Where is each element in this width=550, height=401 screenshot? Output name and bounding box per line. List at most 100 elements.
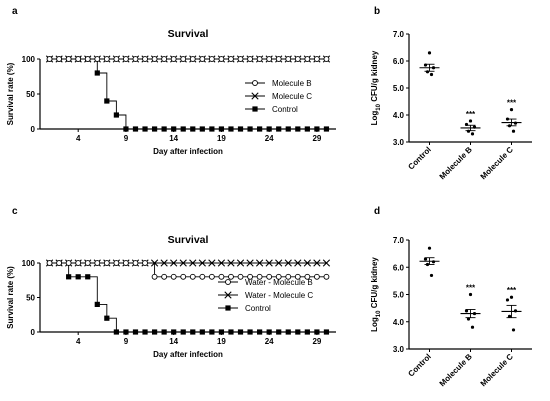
panel-c-title: Survival bbox=[168, 234, 209, 246]
panel-a-series-0-point-16 bbox=[199, 56, 206, 62]
panel-b-y-tick-label-1: 4.0 bbox=[393, 111, 405, 120]
panel-b-y-axis-title-main: Log bbox=[370, 111, 379, 126]
panel-c-series-0-point-18 bbox=[218, 273, 225, 280]
panel-a-series-0-point-28 bbox=[313, 56, 320, 62]
panel-c-label: c bbox=[12, 206, 18, 217]
panel-c-series-0-point-7 bbox=[113, 260, 120, 266]
panel-c-series-2-point-12 bbox=[161, 329, 167, 335]
panel-a-series-0-point-27 bbox=[304, 56, 311, 62]
panel-c-series-1-point-27 bbox=[303, 259, 311, 267]
panel-a-label: a bbox=[12, 6, 18, 17]
panel-d-y-axis-title: Log10 CFU/g kidney bbox=[370, 257, 382, 332]
panel-a-series-2-point-25 bbox=[285, 126, 291, 132]
panel-d-y-axis-title-main: Log bbox=[370, 317, 379, 332]
panel-a-series-0-point-6 bbox=[103, 56, 110, 62]
panel-c-legend-label-2: Control bbox=[245, 304, 271, 313]
panel-c-x-tick-label-1: 9 bbox=[124, 337, 129, 346]
panel-c-series-1-point-20 bbox=[236, 259, 245, 267]
panel-a-series-2-point-18 bbox=[218, 126, 225, 132]
panel-a-series-2-point-21 bbox=[247, 126, 253, 132]
panel-c-series-0-point-25 bbox=[285, 273, 292, 280]
panel-c-series-0-point-20 bbox=[237, 273, 244, 280]
panel-a-series-0-point-13 bbox=[170, 56, 177, 62]
panel-b-group-1-point-3 bbox=[466, 129, 471, 133]
panel-a-series-2-point-12 bbox=[161, 126, 167, 132]
panel-d-group-1-point-0 bbox=[468, 292, 473, 297]
panel-a-y-tick-label-1: 50 bbox=[26, 90, 35, 99]
panel-d-group-1-significance: *** bbox=[466, 284, 476, 293]
panel-c-series-2-point-22 bbox=[257, 329, 263, 335]
panel-c-series-1-point-12 bbox=[160, 259, 168, 267]
panel-c-series-2-point-15 bbox=[190, 329, 196, 335]
panel-c-y-tick-label-0: 0 bbox=[31, 328, 36, 337]
panel-c-series-1-point-27-stroke-2 bbox=[303, 259, 311, 267]
panel-c-series-1-point-16 bbox=[198, 259, 206, 267]
panel-c-series-1-point-14 bbox=[179, 259, 187, 267]
panel-d-group-2-point-3 bbox=[507, 314, 512, 318]
panel-a-series-0-point-22 bbox=[256, 56, 263, 62]
panel-a-series-2-point-8 bbox=[123, 126, 129, 132]
panel-c-series-1-point-23-stroke-2 bbox=[265, 259, 273, 267]
panel-c-series-0-line bbox=[49, 262, 327, 278]
panel-c-series-0-point-13 bbox=[170, 273, 177, 280]
panel-a-series-0-point-10 bbox=[142, 56, 148, 62]
panel-a-series-0-point-2 bbox=[65, 56, 72, 62]
panel-b-group-2-point-4 bbox=[511, 129, 516, 133]
panel-c-series-1-point-19 bbox=[227, 259, 235, 267]
panel-c-series-0-point-17 bbox=[208, 273, 215, 280]
panel-c-series-0-point-3 bbox=[75, 260, 82, 266]
panel-a-series-0-point-29 bbox=[323, 56, 330, 62]
panel-a-x-tick-label-0: 4 bbox=[76, 134, 81, 143]
panel-c-x-tick-label-5: 29 bbox=[312, 337, 321, 346]
panel-c-series-2-point-20 bbox=[237, 329, 244, 335]
panel-b-y-tick-label-3: 6.0 bbox=[393, 57, 405, 66]
panel-c-legend-marker-0 bbox=[225, 279, 231, 285]
panel-b-group-2-point-1 bbox=[505, 117, 510, 121]
panel-c-series-1-point-13-stroke-2 bbox=[170, 259, 178, 267]
panel-c-series-2-point-8 bbox=[123, 329, 129, 335]
panel-a-y-tick-label-2: 100 bbox=[22, 55, 36, 64]
panel-b-y-axis-title: Log10 CFU/g kidney bbox=[370, 50, 382, 125]
panel-a-x-tick-label-4: 24 bbox=[265, 134, 274, 143]
panel-c-series-1-point-20-stroke-2 bbox=[236, 259, 245, 267]
panel-c-series-0-point-9 bbox=[132, 260, 139, 266]
panel-b-group-0-point-2 bbox=[431, 66, 436, 70]
panel-d-group-0-point-4 bbox=[429, 273, 434, 278]
panel-c-series-2-point-7 bbox=[113, 329, 119, 335]
panel-b-group-2-significance: *** bbox=[507, 99, 517, 108]
panel-c-series-1-point-16-stroke-2 bbox=[198, 259, 206, 267]
panel-a-series-2-point-13 bbox=[171, 126, 177, 132]
panel-a-series-2-point-23 bbox=[266, 126, 272, 132]
panel-c-series-2-point-2 bbox=[66, 274, 72, 280]
panel-b-group-0-category-label: Control bbox=[406, 145, 432, 171]
panel-a-x-tick-label-2: 14 bbox=[169, 134, 178, 143]
panel-d-group-2-category-label: Molecule C bbox=[479, 352, 515, 388]
panel-c-series-1-point-28-stroke-2 bbox=[313, 259, 321, 267]
panel-b-group-0-point-3 bbox=[425, 70, 430, 74]
panel-c-series-1-point-22 bbox=[255, 259, 264, 267]
panel-c-x-tick-label-0: 4 bbox=[76, 337, 81, 346]
panel-c-series-2-point-21 bbox=[247, 329, 253, 335]
panel-c-series-0-point-11 bbox=[151, 273, 158, 280]
panel-a-series-0-point-9 bbox=[132, 56, 139, 62]
panel-c-series-0-point-27 bbox=[304, 273, 311, 280]
panel-a-series-2-point-22 bbox=[257, 126, 263, 132]
panel-a-x-tick-label-5: 29 bbox=[312, 134, 321, 143]
panel-c-series-2-point-25 bbox=[285, 329, 291, 335]
panel-d-group-2-point-4 bbox=[511, 328, 516, 332]
panel-b-label: b bbox=[374, 6, 380, 17]
panel-a-series-2-line bbox=[49, 58, 327, 130]
panel-a-legend-label-2: Control bbox=[272, 105, 298, 114]
panel-c-series-2-point-27 bbox=[304, 329, 310, 335]
panel-a-series-2-point-11 bbox=[151, 126, 158, 132]
panel-c-y-tick-label-2: 100 bbox=[22, 259, 36, 268]
panel-d-group-1-point-3 bbox=[466, 317, 471, 321]
panel-c-series-2-point-9 bbox=[132, 329, 139, 335]
panel-a-series-2-point-26 bbox=[295, 126, 301, 132]
panel-c-x-tick-label-4: 24 bbox=[265, 337, 274, 346]
panel-c-survival-chart: c Survival 0 50 100 4 9 14 19 24 29 Day after infec… bbox=[6, 206, 336, 359]
panel-a-series-0-point-19 bbox=[228, 56, 234, 62]
panel-a-y-tick-label-0: 0 bbox=[31, 125, 36, 134]
panel-b-group-2-category-label: Molecule C bbox=[479, 145, 515, 181]
panel-c-series-2-point-29 bbox=[323, 329, 330, 335]
